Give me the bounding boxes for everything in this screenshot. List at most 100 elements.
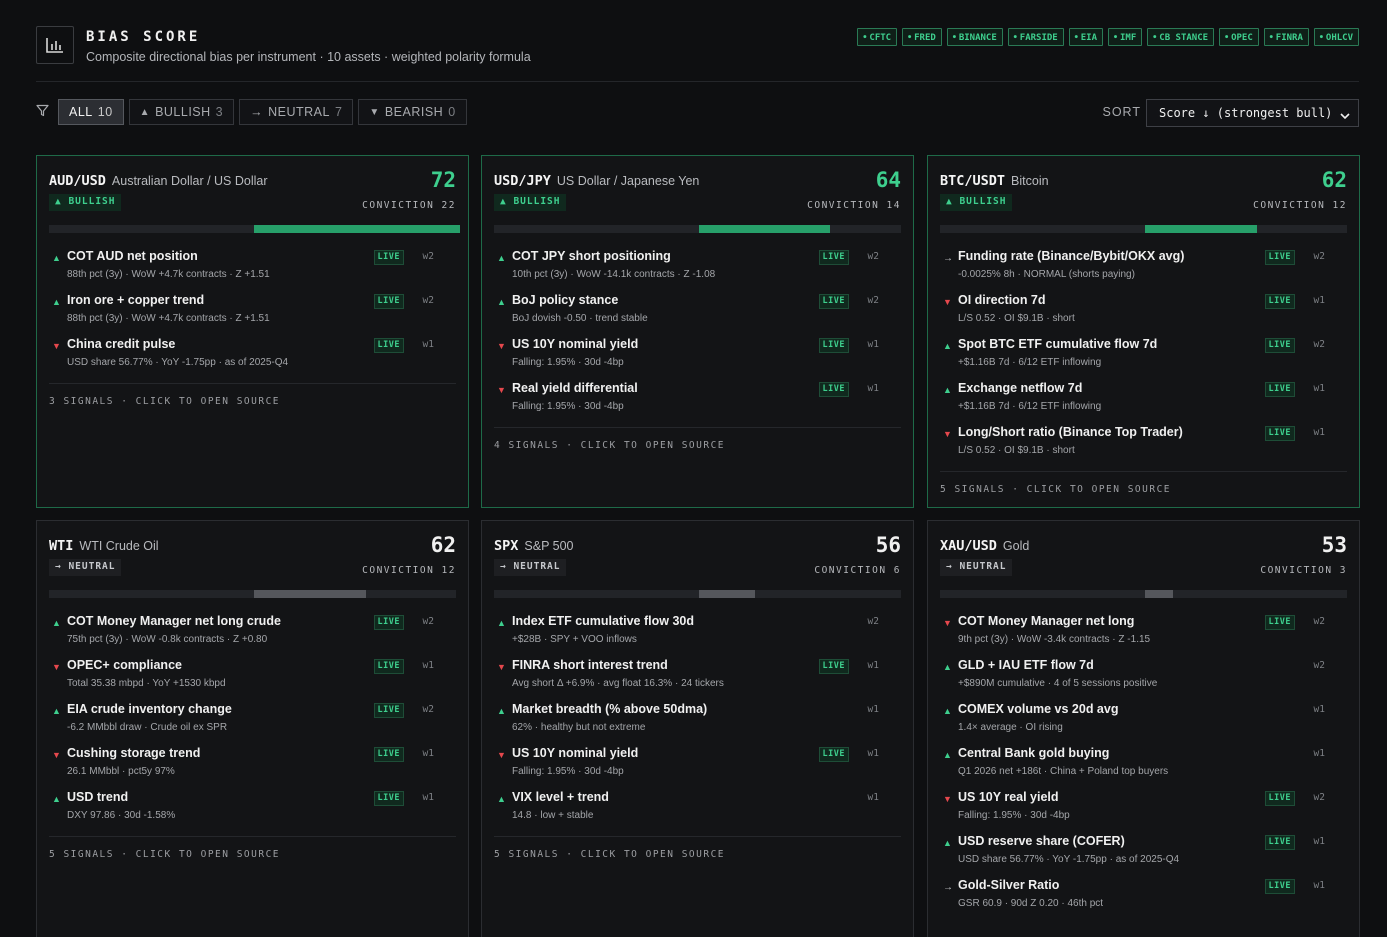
signal-row[interactable]: ▼ Cushing storage trend 26.1 MMbbl · pct5y…	[49, 746, 456, 790]
signal-label: Market breadth (% above 50dma)	[512, 702, 708, 716]
signal-detail: 88th pct (3y) · WoW +4.7k contracts · Z …	[67, 313, 270, 324]
bias-badge: ▲ BULLISH	[494, 194, 567, 211]
triangle-up-icon: ▲	[497, 706, 506, 716]
live-badge: LIVE	[818, 382, 849, 397]
signal-label: Spot BTC ETF cumulative flow 7d	[958, 337, 1158, 351]
live-badge: LIVE	[818, 747, 849, 762]
signal-row[interactable]: ▲ EIA crude inventory change -6.2 MMbbl dr…	[49, 702, 456, 746]
instrument-symbol: XAU/USD Gold	[940, 538, 1029, 554]
score-bar-fill	[698, 225, 831, 233]
signal-row[interactable]: ▲ Iron ore + copper trend 88th pct (3y) · …	[49, 293, 456, 337]
signal-row[interactable]: ▼ OPEC+ compliance Total 35.38 mbpd · YoY …	[49, 658, 456, 702]
source-tag[interactable]: OHLCV	[1313, 28, 1359, 46]
signal-weight: w1	[1313, 704, 1325, 715]
source-tag[interactable]: IMF	[1108, 28, 1143, 46]
filter-count: 0	[448, 105, 456, 119]
signal-row[interactable]: ▼ FINRA short interest trend Avg short Δ +…	[494, 658, 901, 702]
signal-detail: L/S 0.52 · OI $9.1B · short	[958, 445, 1075, 456]
signal-row[interactable]: ▲ USD trend DXY 97.86 · 30d -1.58% LIVE w1	[49, 790, 456, 834]
bias-card[interactable]: BTC/USDT Bitcoin 62 ▲ BULLISH CONVICTION 12 →…	[927, 155, 1360, 508]
triangle-down-icon: ▼	[497, 662, 506, 672]
signal-detail: 9th pct (3y) · WoW -3.4k contracts · Z -…	[958, 634, 1151, 645]
signal-row[interactable]: ▲ Central Bank gold buying Q1 2026 net +18…	[940, 746, 1347, 790]
signal-row[interactable]: ▲ BoJ policy stance BoJ dovish -0.50 · tre…	[494, 293, 901, 337]
symbol-text: WTI	[49, 538, 74, 554]
triangle-down-icon: ▼	[497, 750, 506, 760]
signal-row[interactable]: ▼ US 10Y nominal yield Falling: 1.95% · 30…	[494, 337, 901, 381]
signal-detail: +$890M cumulative · 4 of 5 sessions posi…	[958, 678, 1158, 689]
source-tag[interactable]: FRED	[902, 28, 942, 46]
sort-select[interactable]: Score ↓ (strongest bull)	[1146, 99, 1359, 127]
filter-bullish-button[interactable]: ▲ BULLISH 3	[128, 99, 235, 125]
conviction-label: CONVICTION 14	[807, 200, 901, 211]
signal-row[interactable]: ▲ USD reserve share (COFER) USD share 56.7…	[940, 834, 1347, 878]
source-tag[interactable]: CB STANCE	[1147, 28, 1215, 46]
symbol-text: BTC/USDT	[940, 173, 1006, 189]
signal-row[interactable]: ▼ Long/Short ratio (Binance Top Trader) L/…	[940, 425, 1347, 469]
signal-row[interactable]: ▲ GLD + IAU ETF flow 7d +$890M cumulative …	[940, 658, 1347, 702]
signal-weight: w2	[422, 251, 434, 262]
filter-all-button[interactable]: ALL 10	[58, 99, 124, 125]
card-footer[interactable]: 4 SIGNALS · CLICK TO OPEN SOURCE	[494, 427, 901, 451]
signal-row[interactable]: ▲ Market breadth (% above 50dma) 62% · hea…	[494, 702, 901, 746]
signal-row[interactable]: ▲ COMEX volume vs 20d avg 1.4× average · O…	[940, 702, 1347, 746]
live-badge: LIVE	[1264, 791, 1295, 806]
signal-label: OPEC+ compliance	[67, 658, 182, 672]
instrument-symbol: BTC/USDT Bitcoin	[940, 173, 1049, 189]
signal-row[interactable]: ▲ Exchange netflow 7d +$1.16B 7d · 6/12 ET…	[940, 381, 1347, 425]
signal-row[interactable]: → Gold-Silver Ratio GSR 60.9 · 90d Z 0.20 …	[940, 878, 1347, 922]
signal-row[interactable]: ▲ COT Money Manager net long crude 75th pc…	[49, 614, 456, 658]
signal-label: US 10Y real yield	[958, 790, 1059, 804]
signal-detail: Falling: 1.95% · 30d -4bp	[512, 766, 624, 777]
live-badge: LIVE	[1264, 382, 1295, 397]
bias-card[interactable]: AUD/USD Australian Dollar / US Dollar 72 ▲ …	[36, 155, 469, 508]
instrument-name: Bitcoin	[1011, 174, 1049, 188]
card-footer[interactable]: 3 SIGNALS · CLICK TO OPEN SOURCE	[49, 383, 456, 407]
filter-count: 10	[97, 105, 113, 119]
live-badge: LIVE	[373, 294, 404, 309]
source-tag[interactable]: EIA	[1068, 28, 1103, 46]
live-badge: LIVE	[373, 338, 404, 353]
triangle-up-icon: ▲	[943, 341, 952, 351]
bias-card[interactable]: WTI WTI Crude Oil 62 → NEUTRAL CONVICTION 12…	[36, 520, 469, 937]
bias-score: 56	[875, 533, 901, 557]
instrument-symbol: USD/JPY US Dollar / Japanese Yen	[494, 173, 699, 189]
source-tag[interactable]: BINANCE	[946, 28, 1003, 46]
signal-row[interactable]: ▲ Spot BTC ETF cumulative flow 7d +$1.16B …	[940, 337, 1347, 381]
signal-row[interactable]: ▲ COT JPY short positioning 10th pct (3y) …	[494, 249, 901, 293]
filter-neutral-button[interactable]: → NEUTRAL 7	[239, 99, 354, 125]
signal-row[interactable]: ▼ China credit pulse USD share 56.77% · Yo…	[49, 337, 456, 381]
signal-detail: 1.4× average · OI rising	[958, 722, 1063, 733]
signal-row[interactable]: ▼ US 10Y real yield Falling: 1.95% · 30d -…	[940, 790, 1347, 834]
source-tag[interactable]: FARSIDE	[1007, 28, 1064, 46]
source-tag[interactable]: OPEC	[1219, 28, 1259, 46]
signal-row[interactable]: ▼ COT Money Manager net long 9th pct (3y) …	[940, 614, 1347, 658]
live-badge: LIVE	[373, 791, 404, 806]
source-tag[interactable]: FINRA	[1263, 28, 1309, 46]
bias-card[interactable]: SPX S&P 500 56 → NEUTRAL CONVICTION 6 ▲ Index …	[481, 520, 914, 937]
score-bar-fill	[698, 590, 755, 598]
bias-card[interactable]: XAU/USD Gold 53 → NEUTRAL CONVICTION 3 ▼ COT M…	[927, 520, 1360, 937]
signal-row[interactable]: → Funding rate (Binance/Bybit/OKX avg) -0.…	[940, 249, 1347, 293]
signal-row[interactable]: ▲ VIX level + trend 14.8 · low + stable w1	[494, 790, 901, 834]
signal-row[interactable]: ▼ Real yield differential Falling: 1.95% ·…	[494, 381, 901, 425]
bias-badge: ▲ BULLISH	[940, 194, 1013, 211]
signal-row[interactable]: ▲ Index ETF cumulative flow 30d +$28B · SP…	[494, 614, 901, 658]
signal-label: Gold-Silver Ratio	[958, 878, 1060, 892]
triangle-down-icon: ▼	[943, 794, 952, 804]
filter-bearish-button[interactable]: ▼ BEARISH 0	[358, 99, 467, 125]
signal-detail: -6.2 MMbbl draw · Crude oil ex SPR	[67, 722, 228, 733]
signal-row[interactable]: ▲ COT AUD net position 88th pct (3y) · WoW…	[49, 249, 456, 293]
card-footer[interactable]: 5 SIGNALS · CLICK TO OPEN SOURCE	[494, 836, 901, 860]
source-tag[interactable]: CFTC	[857, 28, 898, 46]
signal-row[interactable]: ▼ OI direction 7d L/S 0.52 · OI $9.1B · sh…	[940, 293, 1347, 337]
score-bar	[49, 225, 461, 233]
card-footer[interactable]: 5 SIGNALS · CLICK TO OPEN SOURCE	[940, 471, 1347, 495]
signal-row[interactable]: ▼ US 10Y nominal yield Falling: 1.95% · 30…	[494, 746, 901, 790]
card-footer[interactable]: 5 SIGNALS · CLICK TO OPEN SOURCE	[49, 836, 456, 860]
triangle-up-icon: ▲	[497, 253, 506, 263]
symbol-text: AUD/USD	[49, 173, 106, 189]
filter-label: BEARISH	[384, 105, 444, 119]
bias-card[interactable]: USD/JPY US Dollar / Japanese Yen 64 ▲ BULLI…	[481, 155, 914, 508]
triangle-up-icon: ▲	[52, 297, 61, 307]
